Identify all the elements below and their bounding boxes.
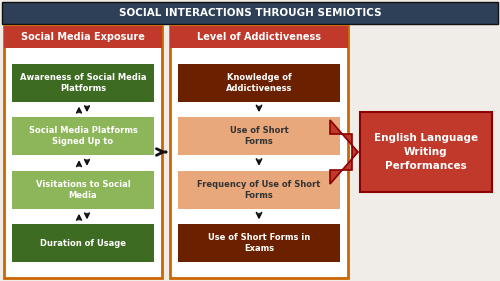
FancyBboxPatch shape: [12, 225, 154, 262]
FancyBboxPatch shape: [12, 171, 154, 209]
FancyBboxPatch shape: [2, 2, 498, 24]
Text: Duration of Usage: Duration of Usage: [40, 239, 126, 248]
FancyBboxPatch shape: [4, 26, 162, 48]
Text: Use of Short
Forms: Use of Short Forms: [230, 126, 288, 146]
Text: Social Media Platforms
Signed Up to: Social Media Platforms Signed Up to: [28, 126, 138, 146]
FancyBboxPatch shape: [178, 117, 340, 155]
FancyBboxPatch shape: [178, 225, 340, 262]
FancyBboxPatch shape: [170, 26, 348, 278]
FancyBboxPatch shape: [4, 26, 162, 278]
Text: Awareness of Social Media
Platforms: Awareness of Social Media Platforms: [20, 72, 146, 93]
Text: Visitations to Social
Media: Visitations to Social Media: [36, 180, 130, 200]
FancyBboxPatch shape: [12, 64, 154, 102]
FancyBboxPatch shape: [170, 26, 348, 48]
FancyBboxPatch shape: [178, 171, 340, 209]
Text: SOCIAL INTERACTIONS THROUGH SEMIOTICS: SOCIAL INTERACTIONS THROUGH SEMIOTICS: [118, 8, 382, 18]
FancyBboxPatch shape: [12, 117, 154, 155]
Text: English Language
Writing
Performances: English Language Writing Performances: [374, 133, 478, 171]
Text: Frequency of Use of Short
Forms: Frequency of Use of Short Forms: [198, 180, 320, 200]
Text: Use of Short Forms in
Exams: Use of Short Forms in Exams: [208, 233, 310, 253]
Text: Level of Addictiveness: Level of Addictiveness: [197, 32, 321, 42]
FancyBboxPatch shape: [178, 64, 340, 102]
Polygon shape: [330, 120, 358, 184]
FancyBboxPatch shape: [360, 112, 492, 192]
Text: Knowledge of
Addictiveness: Knowledge of Addictiveness: [226, 72, 292, 93]
Text: Social Media Exposure: Social Media Exposure: [21, 32, 145, 42]
